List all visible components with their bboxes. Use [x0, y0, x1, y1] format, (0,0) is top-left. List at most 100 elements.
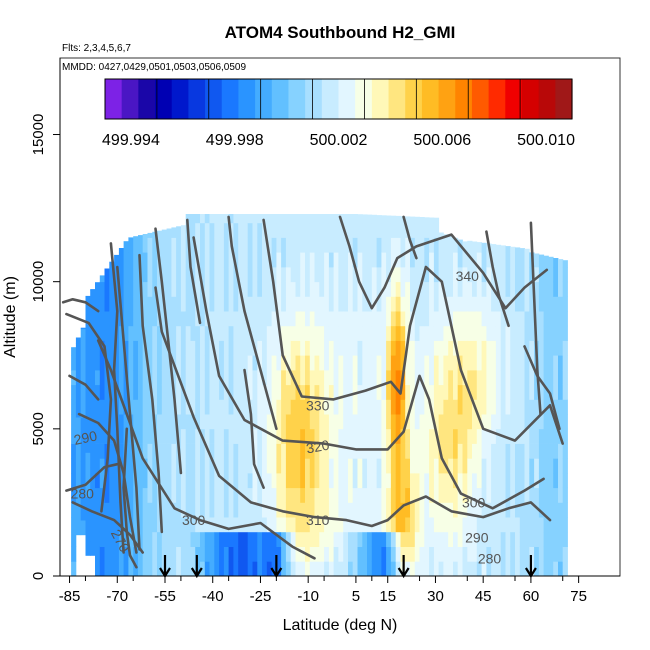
- heat-cell-2442: [562, 546, 568, 562]
- heat-cell-1131: [300, 428, 306, 444]
- heat-cell-2412: [553, 340, 559, 356]
- heat-cell-1351: [343, 502, 349, 518]
- heat-cell-948: [266, 546, 272, 562]
- heat-cell-2126: [495, 561, 502, 577]
- heat-cell-813: [238, 325, 244, 341]
- heat-cell-2087: [486, 458, 492, 474]
- heat-cell-2375: [548, 561, 554, 577]
- heat-cell-2147: [495, 252, 502, 268]
- heat-cell-232: [123, 252, 129, 268]
- heat-cell-518: [180, 267, 187, 283]
- heat-cell-742: [223, 267, 230, 283]
- heat-cell-1047: [285, 561, 292, 577]
- heat-cell-1975: [462, 414, 468, 430]
- heat-cell-2119: [491, 325, 497, 341]
- heat-cell-2069: [481, 384, 487, 400]
- heat-cell-36: [80, 431, 86, 447]
- heat-cell-309: [142, 517, 148, 533]
- heat-cell-2268: [524, 502, 530, 518]
- heat-cell-1512: [371, 340, 377, 356]
- heat-cell-1802: [429, 487, 435, 503]
- heat-cell-1958: [457, 325, 463, 341]
- heat-cell-2150: [500, 546, 506, 562]
- heat-cell-1104: [295, 458, 301, 474]
- heat-cell-1248: [324, 546, 330, 562]
- heat-cell-133: [104, 414, 110, 430]
- heat-cell-1038: [281, 325, 287, 341]
- heat-cell-252: [128, 296, 134, 312]
- heat-cell-289: [138, 458, 144, 474]
- heat-cell-1015: [276, 296, 282, 312]
- heat-cell-1791: [424, 281, 430, 297]
- heat-cell-1545: [376, 222, 382, 238]
- heat-cell-757: [228, 414, 234, 430]
- heat-cell-1344: [338, 237, 344, 253]
- heat-cell-1572: [386, 561, 392, 577]
- heat-cell-307: [142, 546, 148, 562]
- heat-cell-1933: [453, 355, 459, 371]
- heat-cell-353: [147, 232, 153, 238]
- heat-cell-2277: [524, 370, 530, 386]
- heat-cell-845: [243, 222, 249, 238]
- heat-cell-2097: [486, 311, 492, 327]
- heat-cell-418: [161, 325, 167, 341]
- heat-cell-1043: [281, 252, 287, 268]
- heat-cell-1361: [343, 355, 349, 371]
- heat-cell-2155: [500, 473, 506, 489]
- heat-cell-1407: [352, 414, 358, 430]
- heat-cell-1375: [348, 517, 354, 533]
- heat-cell-611: [200, 355, 206, 371]
- heat-cell-22: [75, 431, 82, 447]
- heat-cell-918: [257, 252, 263, 268]
- heat-cell-1927: [453, 443, 459, 459]
- heat-cell-376: [152, 237, 158, 253]
- heat-cell-1659: [400, 384, 406, 400]
- heat-cell-1908: [448, 370, 454, 386]
- heat-cell-408: [161, 473, 167, 489]
- heat-cell-95: [95, 370, 101, 386]
- heat-cell-667: [209, 267, 215, 283]
- heat-cell-530: [185, 443, 191, 459]
- heat-cell-817: [238, 267, 244, 283]
- heat-cell-270: [133, 384, 139, 400]
- heat-cell-643: [204, 252, 210, 268]
- heat-cell-1646: [395, 215, 401, 224]
- heat-cell-405: [161, 517, 167, 533]
- heat-cell-560: [190, 370, 196, 386]
- heat-cell-1256: [324, 428, 330, 444]
- heat-cell-1559: [381, 384, 387, 400]
- heat-cell-1468: [362, 252, 368, 268]
- heat-cell-362: [152, 443, 158, 459]
- heat-cell-704: [219, 458, 225, 474]
- x-tick-label-11: 75: [570, 588, 587, 605]
- heat-cell-559: [190, 384, 196, 400]
- heat-cell-2312: [534, 517, 540, 533]
- heat-cell-578: [195, 473, 201, 489]
- heat-cell-539: [185, 311, 191, 327]
- heat-cell-451: [171, 546, 177, 562]
- heat-cell-1207: [314, 414, 320, 430]
- heat-cell-1336: [338, 355, 344, 371]
- heat-cell-1849: [438, 531, 444, 547]
- heat-cell-653: [209, 473, 215, 489]
- heat-cell-403: [161, 546, 167, 562]
- heat-cell-1352: [343, 487, 349, 503]
- heat-cell-1080: [290, 443, 296, 459]
- heat-cell-1339: [338, 311, 344, 327]
- heat-cell-1314: [333, 311, 339, 327]
- heat-cell-2295: [529, 443, 535, 459]
- heat-cell-1727: [414, 487, 420, 503]
- heat-cell-1404: [352, 458, 358, 474]
- heat-cell-1057: [285, 414, 292, 430]
- heat-cell-1840: [433, 296, 440, 312]
- heat-cell-2430: [558, 399, 564, 415]
- heat-cell-722: [223, 561, 230, 577]
- heat-cell-1443: [357, 252, 363, 268]
- heat-cell-914: [257, 311, 263, 327]
- heat-cell-745: [223, 222, 230, 238]
- heat-cell-1959: [457, 311, 463, 327]
- heat-cell-1567: [381, 267, 387, 283]
- heat-cell-2361: [543, 443, 549, 459]
- heat-cell-67: [90, 481, 96, 497]
- heat-cell-1846: [433, 217, 440, 224]
